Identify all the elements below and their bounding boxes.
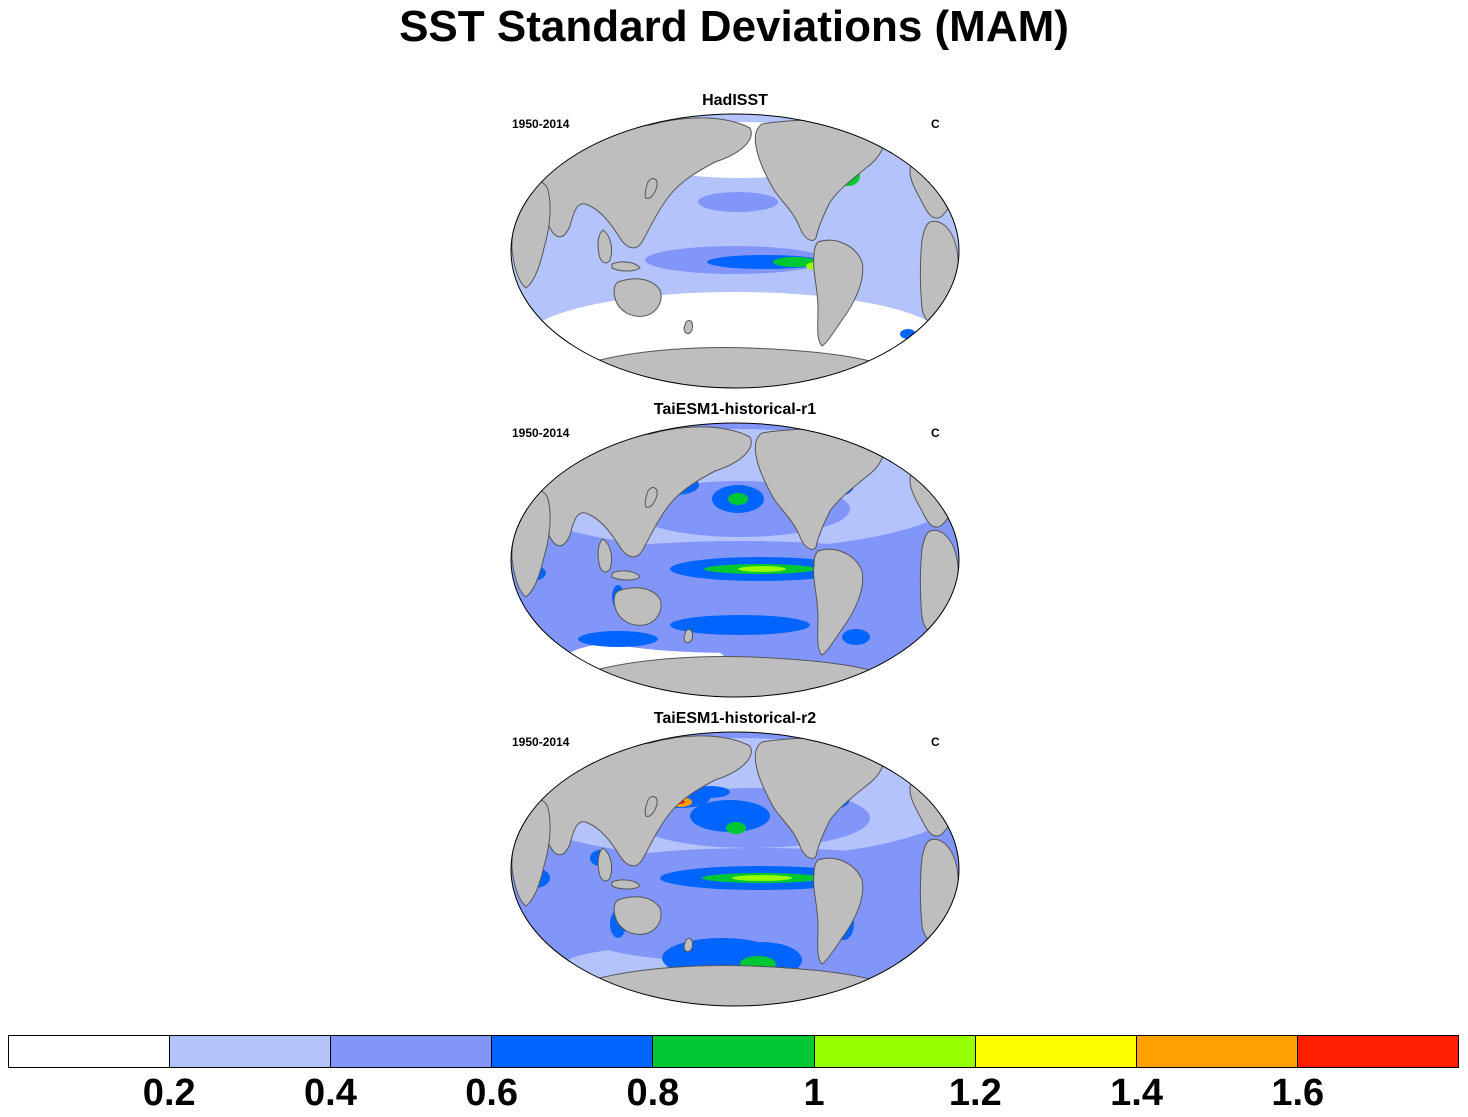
colorbar-box [814, 1036, 976, 1067]
colorbar-label: 0.6 [465, 1072, 519, 1114]
land-south_america [813, 548, 864, 656]
sst-contour [690, 800, 770, 832]
panel-title: TaiESM1-historical-r2 [653, 710, 817, 727]
colorbar-box [1136, 1036, 1298, 1067]
colorbar-label: 1 [803, 1072, 825, 1114]
land-australia [613, 278, 662, 317]
colorbar-box [1297, 1036, 1458, 1067]
land-japan [644, 796, 658, 817]
sst-contour [912, 128, 928, 144]
land-japan [644, 178, 658, 199]
land-south_america [813, 857, 864, 965]
land-greenland [881, 736, 930, 773]
panel-title: HadISST [702, 92, 768, 109]
land-indonesia [611, 261, 641, 272]
panel-period: 1950-2014 [512, 117, 570, 131]
land-greenland [881, 427, 930, 464]
panel-hadisst: HadISST 1950-2014 C [500, 92, 970, 392]
panel-taiesm1-r2: TaiESM1-historical-r2 1950-2014 C [500, 710, 970, 1010]
map-border [510, 422, 960, 698]
colorbar-label: 0.2 [142, 1072, 196, 1114]
sst-contour [690, 786, 730, 798]
panel-units: C [931, 735, 940, 749]
sst-contour [698, 192, 778, 212]
land-newzealand [683, 628, 693, 644]
figure-title: SST Standard Deviations (MAM) [399, 2, 1069, 51]
colorbar-label: 1.4 [1110, 1072, 1163, 1114]
sst-contour [842, 629, 870, 645]
land-indonesia [611, 570, 641, 581]
land-south_america [813, 239, 864, 347]
colorbar-box [9, 1036, 171, 1067]
sst-contour [726, 822, 746, 834]
colorbar-box [492, 1036, 654, 1067]
sst-contour [728, 493, 748, 505]
map-border [510, 113, 960, 389]
sst-contour [732, 875, 792, 881]
land-japan [644, 487, 658, 508]
colorbar-box [975, 1036, 1137, 1067]
panel-units: C [931, 117, 940, 131]
land-indochina [597, 847, 613, 882]
colorbar [8, 1035, 1459, 1068]
panel-period: 1950-2014 [512, 426, 570, 440]
sst-map [510, 731, 960, 1007]
panel-period: 1950-2014 [512, 735, 570, 749]
land-indochina [597, 538, 613, 573]
land-newzealand [683, 319, 693, 335]
colorbar-label: 1.6 [1271, 1072, 1325, 1114]
sst-contour [670, 615, 810, 635]
panel-units: C [931, 426, 940, 440]
land-australia [613, 896, 662, 935]
colorbar-label: 0.8 [626, 1072, 680, 1114]
colorbar-box [170, 1036, 332, 1067]
land-greenland [881, 118, 930, 155]
sst-contour [578, 631, 658, 647]
land-indonesia [611, 879, 641, 890]
land-newzealand [683, 937, 693, 953]
colorbar-label: 0.4 [304, 1072, 357, 1114]
sst-contour [738, 566, 786, 572]
panel-title: TaiESM1-historical-r1 [653, 401, 817, 418]
panel-taiesm1-r1: TaiESM1-historical-r1 1950-2014 C [500, 401, 970, 701]
sst-map [510, 113, 960, 389]
sst-map [510, 422, 960, 698]
colorbar-box [331, 1036, 493, 1067]
colorbar-label: 1.2 [948, 1072, 1002, 1114]
land-australia [613, 587, 662, 626]
map-border [510, 731, 960, 1007]
land-indochina [597, 229, 613, 264]
sst-contour [588, 914, 888, 962]
colorbar-box [653, 1036, 815, 1067]
sst-contour [773, 257, 817, 267]
